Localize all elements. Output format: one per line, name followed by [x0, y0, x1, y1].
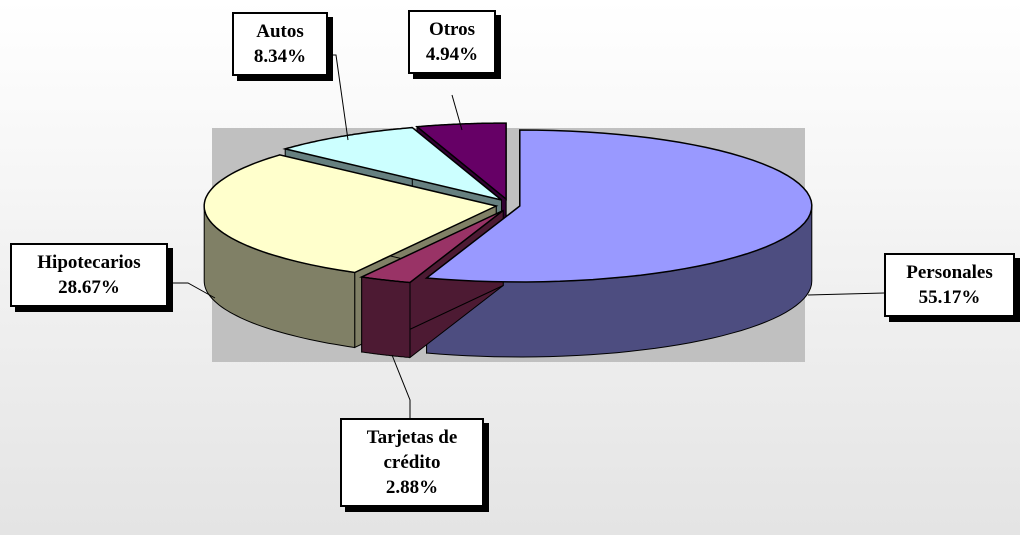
slice [203, 154, 499, 274]
category-label: Hipotecarios [37, 252, 141, 273]
category-label: Autos [256, 21, 304, 42]
category-label: Personales [906, 262, 993, 283]
pie-tops [203, 122, 813, 284]
category-label: Otros [428, 19, 476, 40]
slice [359, 209, 504, 284]
value-label: 55.17% [918, 287, 981, 308]
leader-line [330, 54, 349, 141]
value-label: 28.67% [58, 277, 120, 298]
data-label-box: Personales 55.17% [884, 253, 1015, 317]
slice [415, 122, 507, 201]
leader-lines [168, 54, 885, 418]
data-label-box: Autos 8.34% [232, 12, 328, 76]
leader-line [391, 354, 411, 418]
value-label: 4.94% [425, 44, 479, 65]
slice [282, 126, 502, 201]
slice [424, 129, 813, 283]
data-label-box: Tarjetas de crédito 2.88% [340, 418, 484, 507]
value-label: 8.34% [253, 46, 307, 67]
leader-line [451, 94, 463, 131]
leader-line [168, 282, 216, 299]
data-label-box: Hipotecarios 28.67% [10, 243, 168, 307]
value-label: 2.88% [385, 477, 439, 498]
category-label: Tarjetas de crédito [366, 427, 458, 473]
data-label-box: Otros 4.94% [408, 10, 496, 74]
slice-side [361, 276, 411, 359]
leader-line [807, 292, 885, 296]
